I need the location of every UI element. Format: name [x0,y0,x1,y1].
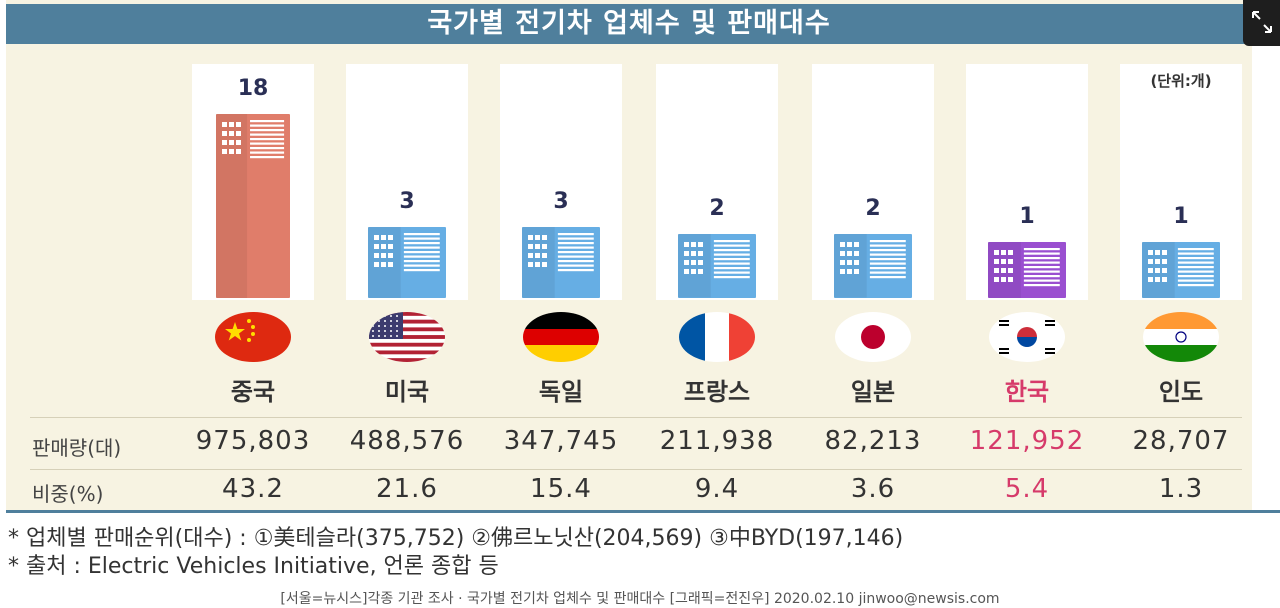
sales-cell: 82,213 [824,426,922,456]
share-cell: 21.6 [376,474,438,504]
category-label: 중국 [230,378,276,406]
flag-us-icon [369,312,445,362]
bar-building [216,114,290,298]
bar-building [988,242,1066,298]
expand-icon [1252,11,1272,33]
bottom-rule [6,510,1280,513]
bar-building [834,234,912,298]
share-cell: 1.3 [1158,474,1204,504]
bar-building [522,226,600,298]
category-label: 일본 [850,378,896,406]
bar-value-label: 1 [1019,204,1035,229]
bar-building [368,226,446,298]
bar-building [678,234,756,298]
category-label: 인도 [1158,378,1204,406]
category-label: 프랑스 [683,378,751,406]
note-source: * 출처 : Electric Vehicles Initiative, 언론 … [8,554,499,579]
share-cell: 5.4 [1004,474,1050,504]
category-label: 독일 [538,378,584,406]
table-divider [30,417,1242,418]
sales-cell: 975,803 [195,426,311,456]
bar-value-label: 2 [709,196,725,222]
share-cell: 15.4 [530,474,592,504]
bar-value-label: 3 [553,188,569,214]
bar-value-label: 3 [399,188,415,214]
expand-button[interactable] [1243,0,1280,46]
flag-de-icon [523,312,599,362]
bar-value-label: 2 [865,196,881,222]
flag-jp-icon [835,312,911,362]
flag-fr-icon [679,312,755,362]
sales-cell: 488,576 [349,426,465,456]
share-cell: 9.4 [694,474,740,504]
share-cell: 3.6 [850,474,896,504]
row-label-share: 비중(%) [32,482,104,506]
image-caption: [서울=뉴시스]각종 기관 조사 · 국가별 전기차 업체수 및 판매대수 [그… [280,591,1000,607]
note-sales-ranking: * 업체별 판매순위(대수) : ①美테슬라(375,752) ②佛르노닛산(2… [8,526,904,551]
sales-cell: 347,745 [503,426,619,456]
category-label: 미국 [384,378,430,406]
flag-in-icon [1143,312,1219,362]
chart-title: 국가별 전기차 업체수 및 판매대수 [6,4,1252,44]
unit-note: (단위:개) [1150,72,1212,90]
bar-value-label: 1 [1173,204,1189,229]
table-divider [30,469,1242,470]
flag-kr-icon [989,312,1065,362]
bar-value-label: 18 [237,76,269,101]
sales-cell: 211,938 [659,426,775,456]
share-cell: 43.2 [222,474,284,504]
row-label-sales: 판매량(대) [32,436,122,460]
sales-cell: 121,952 [969,426,1085,456]
category-label: 한국 [1004,378,1050,406]
flag-cn-icon [215,312,291,362]
bar-building [1142,242,1220,298]
sales-cell: 28,707 [1132,426,1230,456]
